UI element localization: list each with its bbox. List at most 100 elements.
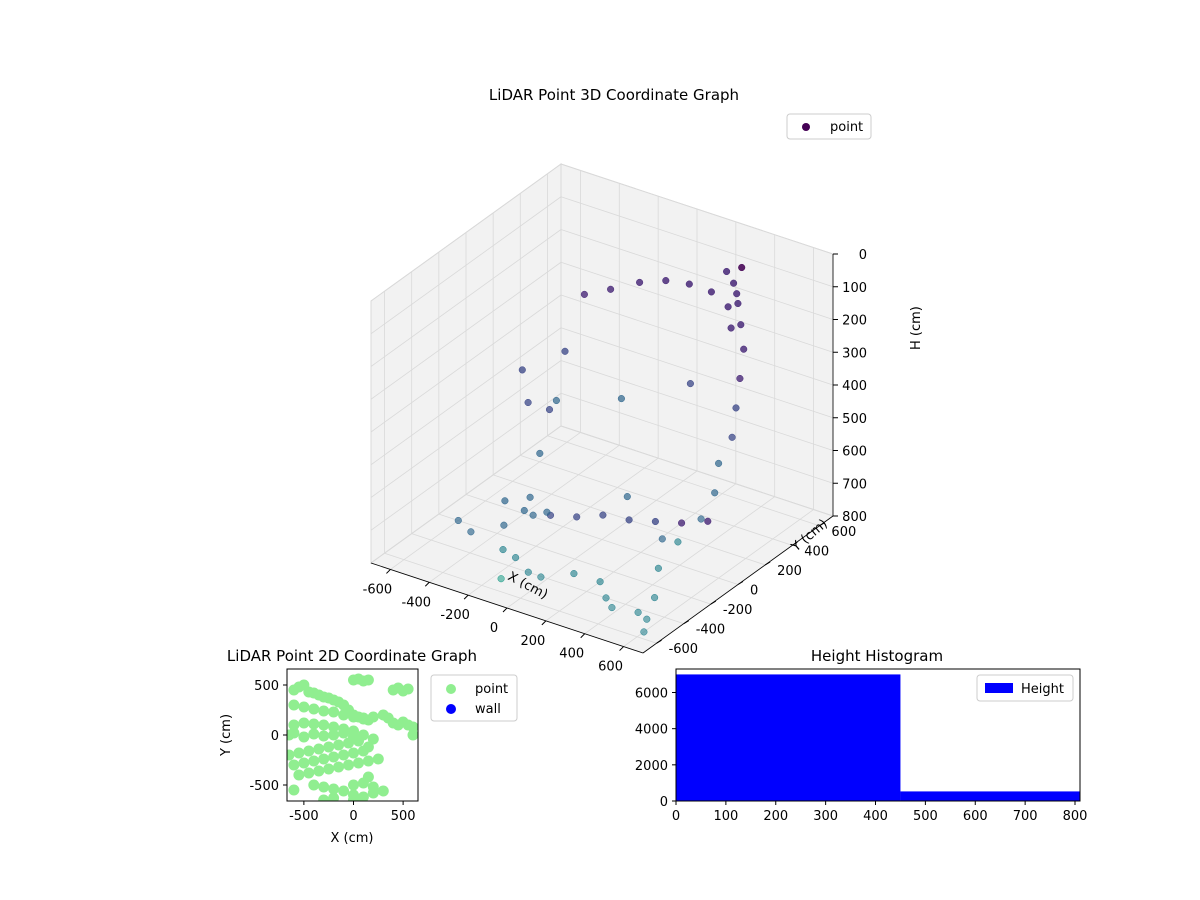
point-marker-2d — [348, 711, 359, 723]
point-marker-2d — [298, 717, 310, 729]
point-marker-3d — [607, 285, 615, 293]
y-tick-label-2d: 0 — [271, 729, 279, 744]
point-marker-3d — [640, 628, 648, 636]
point-marker-2d — [328, 721, 340, 733]
x-tick-label-2d: -500 — [289, 809, 319, 824]
3d-gridlines — [370, 163, 834, 647]
y-tick-label-3d: 600 — [831, 525, 856, 540]
point-marker-2d — [318, 753, 330, 765]
y-gridline-floor — [384, 552, 657, 644]
point-marker-2d — [372, 753, 384, 765]
h-tick-label-3d: 500 — [842, 412, 867, 427]
h-tick-label-3d: 400 — [842, 379, 867, 394]
point-marker-3d — [738, 263, 746, 272]
point-marker-3d — [728, 433, 736, 441]
h-gridline-back — [560, 425, 834, 517]
point-marker-3d — [686, 380, 694, 388]
point-marker-2d — [377, 785, 389, 797]
point-marker-2d — [362, 674, 374, 686]
x-tick-label-2d: 0 — [349, 809, 357, 824]
x-tick-label-hist: 800 — [1063, 809, 1088, 824]
x-tick-label-3d: -400 — [402, 595, 432, 610]
point-marker-3d — [454, 516, 462, 525]
h-tick-label-3d: 100 — [842, 281, 867, 296]
h-gridline-back — [560, 261, 834, 353]
scatter-2d-chart: LiDAR Point 2D Coordinate Graph -500 0 500… — [219, 647, 518, 846]
point-marker-2d — [328, 783, 340, 795]
x-tick-label-3d: -200 — [440, 608, 470, 623]
point-marker-3d — [643, 615, 651, 623]
h-gridline-back — [560, 360, 834, 451]
y-tick-label-hist: 6000 — [635, 687, 668, 702]
point-marker-3d — [734, 299, 742, 308]
y-tick-label-3d: 0 — [750, 584, 758, 599]
point-marker-2d — [402, 683, 414, 695]
point-marker-3d — [520, 506, 528, 515]
2d-ticks: -500 0 500 -500 0 500 — [249, 679, 415, 824]
legend-3d: point — [786, 113, 872, 140]
point-marker-2d — [318, 781, 330, 793]
point-marker-3d — [737, 321, 745, 329]
point-marker-3d — [529, 511, 537, 519]
h-tick-label-3d: 200 — [842, 314, 867, 329]
point-marker-2d — [318, 705, 330, 717]
y-gridline-floor — [465, 494, 739, 585]
histogram-bar — [900, 791, 1080, 801]
point-marker-3d — [518, 366, 526, 374]
point-marker-2d — [287, 749, 295, 761]
point-marker-3d — [732, 404, 740, 412]
point-marker-2d — [308, 718, 320, 730]
point-marker-3d — [570, 570, 578, 578]
x-tick-3d — [541, 620, 547, 626]
y-tick-label-3d: 200 — [777, 564, 802, 579]
y-tick-3d — [819, 522, 825, 527]
point-marker-3d — [596, 578, 604, 586]
point-marker-3d — [711, 489, 719, 497]
point-marker-2d — [288, 727, 300, 739]
point-marker-3d — [636, 278, 644, 286]
y-tick-3d — [656, 639, 662, 644]
point-marker-3d — [724, 303, 732, 311]
point-marker-3d — [685, 280, 693, 288]
legend-marker-point — [802, 123, 810, 131]
point-marker-3d — [524, 568, 532, 576]
x-tick-3d — [502, 607, 508, 613]
point-marker-2d — [313, 765, 325, 777]
y-tick-3d — [683, 620, 689, 625]
y-gridline-floor — [438, 513, 711, 605]
point-marker-2d — [407, 721, 418, 733]
h-tick-label-3d: 800 — [842, 510, 867, 525]
legend-label-point: point — [830, 120, 863, 135]
y-tick-3d — [710, 600, 717, 605]
point-marker-3d — [512, 554, 520, 562]
point-marker-2d — [353, 757, 364, 769]
point-marker-2d — [298, 701, 310, 713]
point-marker-3d — [674, 538, 682, 546]
x-tick-3d — [580, 633, 586, 639]
2d-points — [287, 673, 418, 801]
point-marker-2d — [407, 729, 418, 741]
x-tick-label-3d: 600 — [598, 660, 623, 675]
h-gridline-left — [370, 196, 562, 335]
h-gridline-left — [370, 163, 562, 302]
x-tick-3d — [619, 646, 624, 651]
h-gridline-back — [560, 294, 834, 386]
chart-3d-title: LiDAR Point 3D Coordinate Graph — [489, 86, 739, 104]
y-tick-label-3d: 400 — [804, 544, 829, 559]
point-marker-2d — [343, 737, 354, 749]
height-histogram-chart: Height Histogram 0 100 200 300 400 500 600 700 8… — [635, 647, 1088, 824]
point-marker-2d — [362, 771, 374, 783]
point-marker-2d — [308, 728, 320, 740]
h-gridline-left — [370, 229, 562, 367]
h-gridline-left — [370, 425, 562, 564]
y-tick-label-hist: 2000 — [635, 759, 668, 774]
point-marker-3d — [697, 515, 705, 523]
h-gridline-back — [560, 327, 834, 419]
point-marker-3d — [552, 396, 560, 405]
point-marker-3d — [602, 594, 610, 602]
y-gridline-floor — [520, 454, 793, 546]
3d-points — [454, 263, 748, 636]
point-marker-2d — [323, 741, 335, 753]
point-marker-3d — [623, 493, 631, 501]
point-marker-3d — [736, 374, 744, 383]
